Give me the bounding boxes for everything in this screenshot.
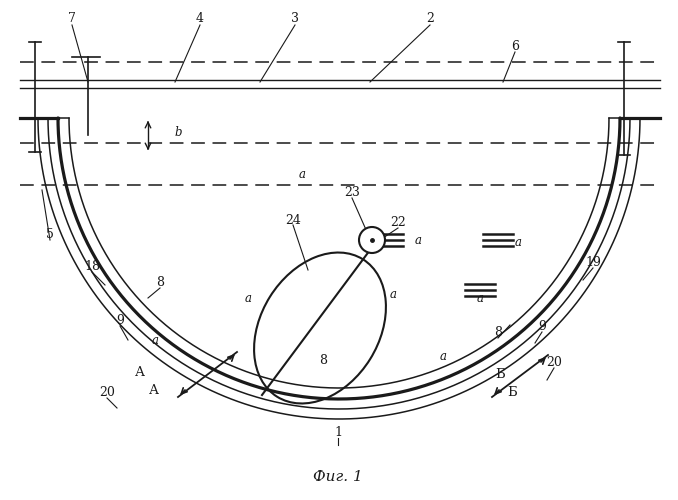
Text: 23: 23 [344, 186, 360, 198]
Text: Б: Б [507, 386, 517, 398]
Text: А: А [149, 384, 159, 396]
Text: А: А [135, 366, 145, 378]
Text: b: b [174, 126, 182, 138]
Text: 8: 8 [319, 354, 327, 366]
Text: 20: 20 [546, 356, 562, 368]
Text: 18: 18 [84, 260, 100, 274]
Text: 2: 2 [426, 12, 434, 24]
Text: 22: 22 [390, 216, 406, 228]
Text: Б: Б [495, 368, 505, 380]
Text: a: a [477, 292, 483, 304]
Text: 8: 8 [494, 326, 502, 340]
Text: 6: 6 [511, 40, 519, 52]
Text: 9: 9 [538, 320, 546, 334]
Text: a: a [245, 292, 252, 304]
Text: 5: 5 [46, 228, 54, 241]
Text: a: a [515, 236, 521, 248]
Text: 24: 24 [285, 214, 301, 226]
Text: 8: 8 [156, 276, 164, 289]
Text: a: a [151, 334, 159, 346]
Text: a: a [439, 350, 447, 364]
Text: 3: 3 [291, 12, 299, 24]
Circle shape [359, 227, 385, 253]
Text: a: a [389, 288, 397, 302]
Text: 9: 9 [116, 314, 124, 326]
Text: 20: 20 [99, 386, 115, 400]
Text: Фиг. 1: Фиг. 1 [313, 470, 363, 484]
Text: a: a [414, 234, 422, 246]
Text: a: a [298, 168, 306, 180]
Text: 4: 4 [196, 12, 204, 24]
Text: 7: 7 [68, 12, 76, 24]
Text: 19: 19 [585, 256, 601, 268]
Text: 1: 1 [334, 426, 342, 440]
